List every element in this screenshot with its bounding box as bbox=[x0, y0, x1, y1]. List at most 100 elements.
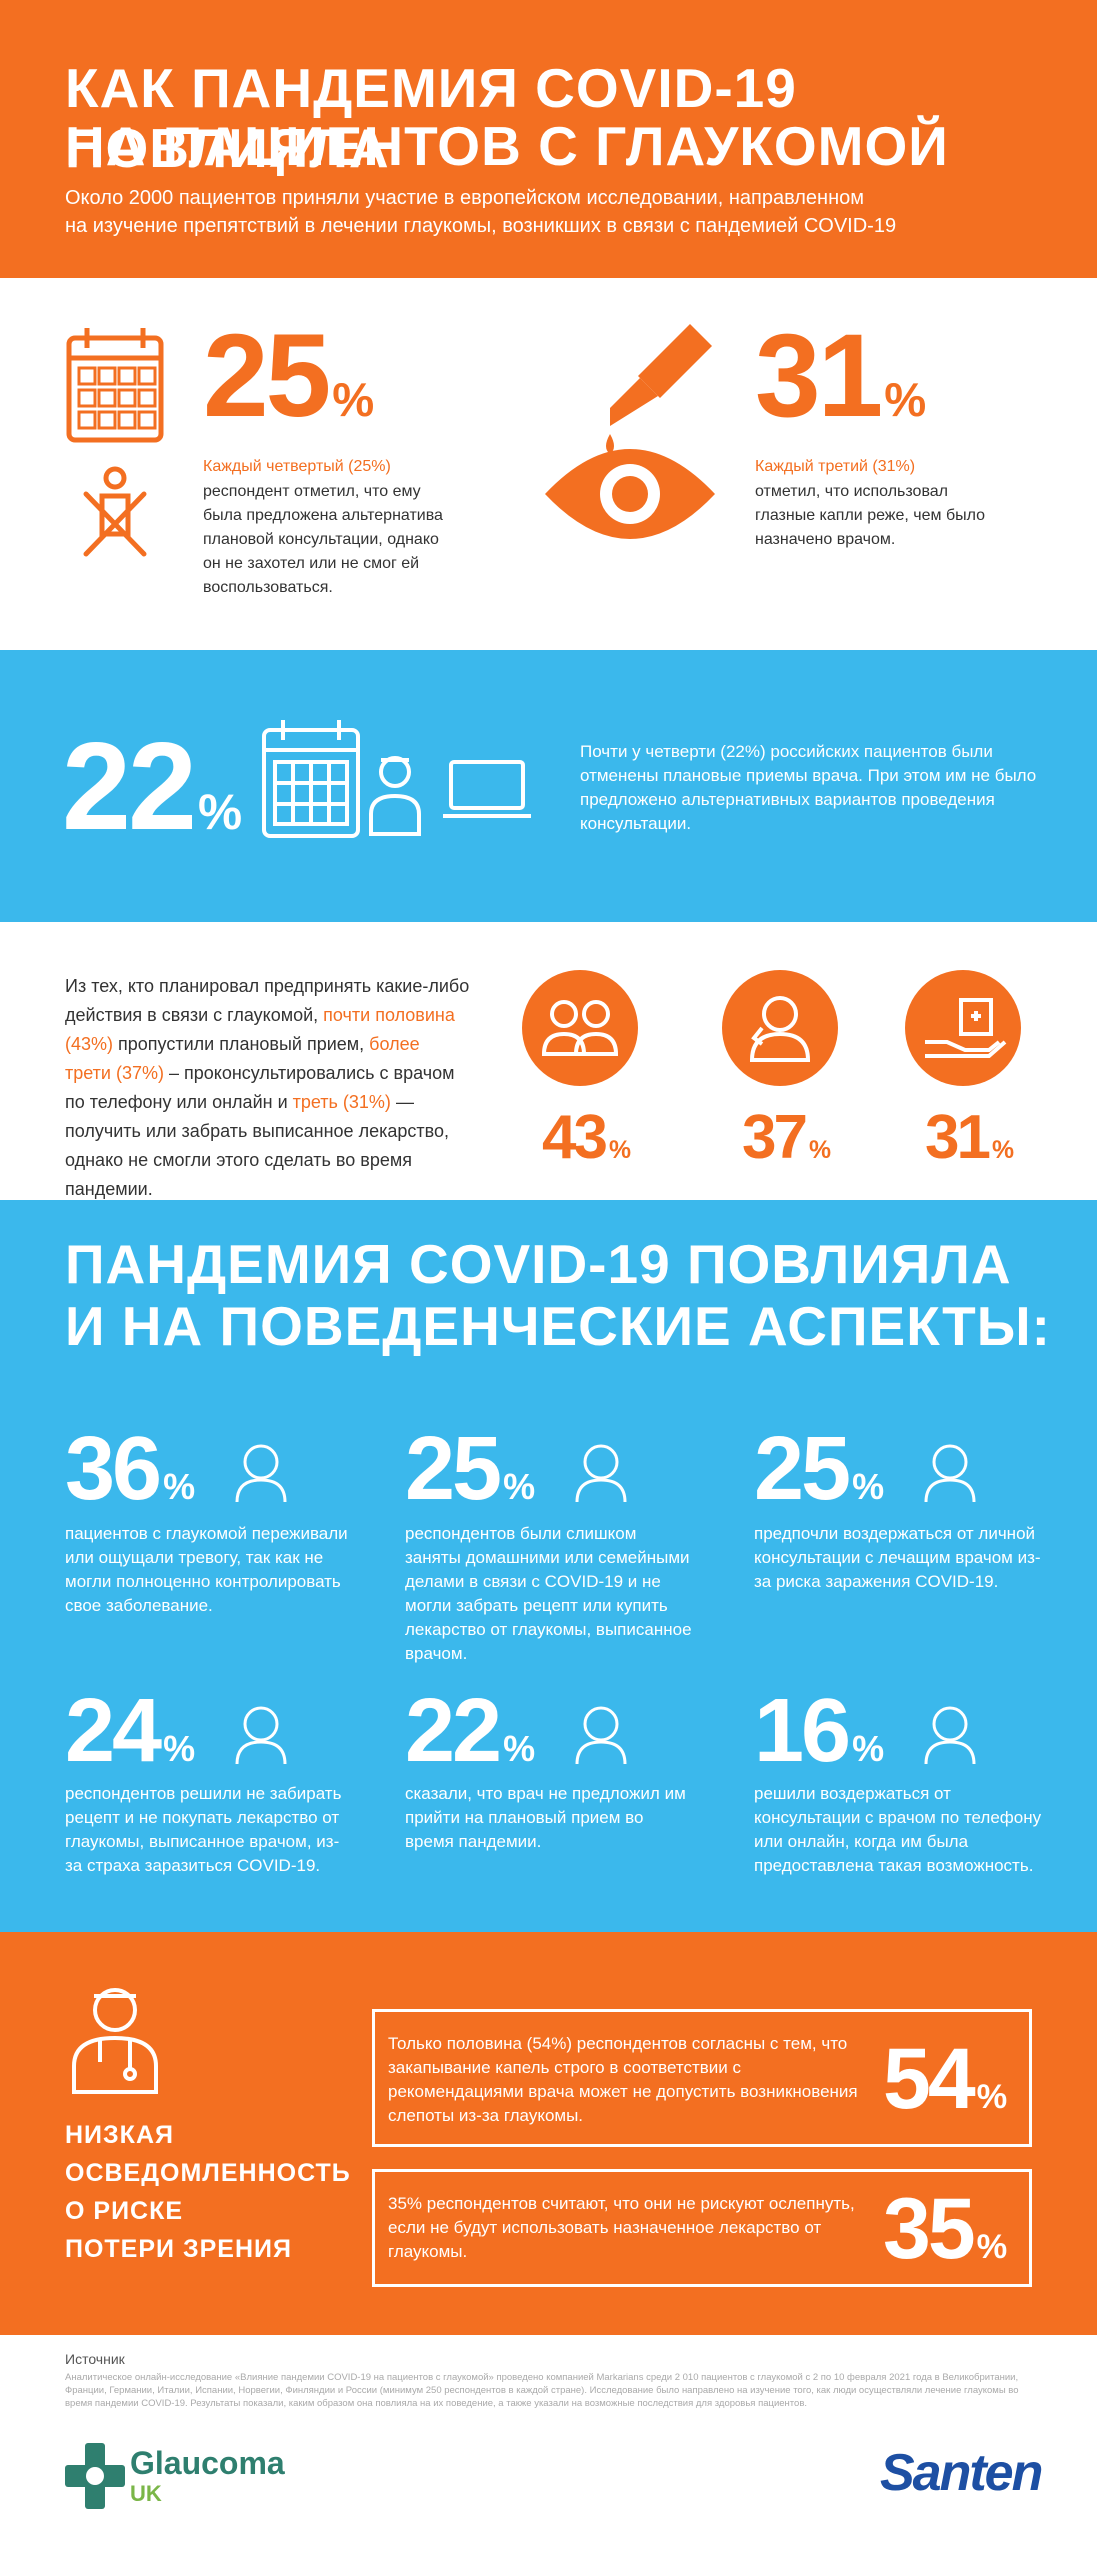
logo-subtext: UK bbox=[130, 2481, 162, 2506]
awareness-section: НИЗКАЯ ОСВЕДОМЛЕННОСТЬ О РИСКЕ ПОТЕРИ ЗР… bbox=[0, 1932, 1097, 2335]
unit: % bbox=[503, 1466, 536, 1507]
item-icon bbox=[235, 1444, 287, 1503]
item-number: 25% bbox=[754, 1418, 884, 1521]
item-number: 25% bbox=[405, 1418, 535, 1521]
unit: % bbox=[852, 1466, 885, 1507]
icon-circle bbox=[905, 970, 1021, 1086]
calendar-icon bbox=[262, 720, 360, 838]
number: 25 bbox=[405, 1419, 502, 1519]
text-segment: пропустили плановый прием, bbox=[113, 1034, 370, 1054]
unit: % bbox=[852, 1728, 885, 1769]
santen-logo: Santen bbox=[880, 2444, 1043, 2502]
item-number: 16% bbox=[754, 1680, 884, 1783]
unit: % bbox=[608, 1137, 632, 1164]
title-line: НА ПАЦИЕНТОВ С ГЛАУКОМОЙ bbox=[65, 115, 949, 177]
item-number: 24% bbox=[65, 1680, 195, 1783]
circle-number: 37% bbox=[742, 1102, 831, 1173]
calendar-icon bbox=[66, 328, 164, 443]
unit: % bbox=[976, 2078, 1008, 2116]
doctor-icon bbox=[72, 1988, 158, 2094]
item-number: 22% bbox=[405, 1680, 535, 1783]
item-icon bbox=[924, 1706, 976, 1765]
stat-text: отметил, что использовал глазные капли р… bbox=[755, 483, 986, 548]
subtitle: Около 2000 пациентов приняли участие в е… bbox=[65, 184, 896, 240]
text-segment: — получить или забрать выписанное лекарс… bbox=[65, 1092, 449, 1199]
unit: % bbox=[884, 374, 927, 427]
stat-number: 31% bbox=[755, 308, 926, 444]
actions-section: Из тех, кто планировал предпринять какие… bbox=[0, 922, 1097, 1200]
number: 54 bbox=[883, 2031, 976, 2127]
number: 31 bbox=[755, 310, 883, 442]
item-text: решили воздержаться от консультации с вр… bbox=[754, 1784, 1042, 1875]
text-segment: почти половина (43%) bbox=[65, 1005, 455, 1054]
text-segment: – проконсультировались с врачом по телеф… bbox=[65, 1063, 455, 1112]
item-icon bbox=[575, 1706, 627, 1765]
number: 35 bbox=[883, 2181, 976, 2277]
circle-number: 31% bbox=[925, 1102, 1014, 1173]
stat-label: Каждый третий (31%) bbox=[755, 458, 916, 475]
item-icon bbox=[235, 1706, 287, 1765]
russia-text: Почти у четверти (22%) российских пациен… bbox=[580, 742, 1037, 833]
box-number: 35% bbox=[883, 2180, 1007, 2279]
text-segment: Из тех, кто планировал предпринять какие… bbox=[65, 976, 470, 1025]
item-icon bbox=[924, 1444, 976, 1503]
source-label: Источник bbox=[65, 2351, 125, 2367]
person-icon bbox=[83, 466, 147, 557]
number: 25 bbox=[754, 1419, 851, 1519]
subtitle-line: Около 2000 пациентов приняли участие в е… bbox=[65, 187, 864, 209]
number: 22 bbox=[405, 1681, 502, 1781]
glaucoma-logo-mark bbox=[65, 2443, 125, 2509]
box-number: 54% bbox=[883, 2030, 1007, 2129]
text-segment: более трети (37%) bbox=[65, 1034, 420, 1083]
item-icon bbox=[575, 1444, 627, 1503]
unit: % bbox=[197, 784, 243, 840]
unit: % bbox=[332, 374, 375, 427]
box-text: Только половина (54%) респондентов согла… bbox=[388, 2034, 858, 2125]
header: КАК ПАНДЕМИЯ COVID-19 ПОВЛИЯЛА НА ПАЦИЕН… bbox=[0, 0, 1097, 278]
awareness-box: Только половина (54%) респондентов согла… bbox=[372, 2009, 1032, 2147]
number: 24 bbox=[65, 1681, 162, 1781]
item-text: пациентов с глаукомой переживали или ощу… bbox=[65, 1524, 348, 1615]
number: 22 bbox=[62, 718, 197, 856]
number: 36 bbox=[65, 1419, 162, 1519]
logo-text: Glaucoma bbox=[130, 2445, 285, 2481]
source-text: Аналитическое онлайн-исследование «Влиян… bbox=[65, 2372, 1019, 2409]
number: 43 bbox=[542, 1103, 608, 1172]
number: 31 bbox=[925, 1103, 991, 1172]
eye-drops-icon bbox=[545, 324, 715, 539]
item-text: респондентов были слишком заняты домашни… bbox=[405, 1524, 692, 1663]
actions-text: Из тех, кто планировал предпринять какие… bbox=[65, 972, 470, 1204]
section-title-line: ПАНДЕМИЯ COVID-19 ПОВЛИЯЛА bbox=[65, 1233, 1012, 1295]
circle-number: 43% bbox=[542, 1102, 631, 1173]
unit: % bbox=[163, 1466, 196, 1507]
behavior-section: ПАНДЕМИЯ COVID-19 ПОВЛИЯЛА И НА ПОВЕДЕНЧ… bbox=[0, 1200, 1097, 1932]
icon-circle bbox=[522, 970, 638, 1086]
number: 37 bbox=[742, 1103, 808, 1172]
unit: % bbox=[991, 1137, 1015, 1164]
russia-section: 22% Почти у четверти (22%) российских па… bbox=[0, 650, 1097, 922]
unit: % bbox=[163, 1728, 196, 1769]
stat-number: 22% bbox=[62, 716, 242, 858]
heading-line: ОСВЕДОМЛЕННОСТЬ bbox=[65, 2159, 351, 2187]
unit: % bbox=[808, 1137, 832, 1164]
item-text: респондентов решили не забирать рецепт и… bbox=[65, 1784, 342, 1875]
awareness-box: 35% респондентов считают, что они не рис… bbox=[372, 2169, 1032, 2287]
top-stats: 25% Каждый четвертый (25%) респондент от… bbox=[0, 278, 1097, 650]
box-text: 35% респондентов считают, что они не рис… bbox=[388, 2194, 855, 2261]
section-title-line: И НА ПОВЕДЕНЧЕСКИЕ АСПЕКТЫ: bbox=[65, 1295, 1051, 1357]
text-segment: треть (31%) bbox=[292, 1092, 391, 1112]
laptop-icon bbox=[443, 760, 531, 818]
heading-line: ПОТЕРИ ЗРЕНИЯ bbox=[65, 2235, 292, 2263]
stat-label: Каждый четвертый (25%) bbox=[203, 458, 391, 475]
item-text: сказали, что врач не предложил им прийти… bbox=[405, 1784, 686, 1851]
stat-text: респондент отметил, что ему была предлож… bbox=[203, 483, 443, 596]
item-text: предпочли воздержаться от личной консуль… bbox=[754, 1524, 1041, 1591]
heading-line: НИЗКАЯ bbox=[65, 2121, 174, 2149]
title-line: КАК ПАНДЕМИЯ COVID-19 ПОВЛИЯЛА bbox=[65, 57, 797, 179]
footer: Источник Аналитическое онлайн-исследован… bbox=[0, 2335, 1097, 2560]
doctors-icon bbox=[541, 1000, 619, 1056]
awareness-heading: НИЗКАЯ ОСВЕДОМЛЕННОСТЬ О РИСКЕ ПОТЕРИ ЗР… bbox=[65, 2116, 351, 2268]
hand-medicine-icon bbox=[925, 998, 1007, 1058]
item-number: 36% bbox=[65, 1418, 195, 1521]
